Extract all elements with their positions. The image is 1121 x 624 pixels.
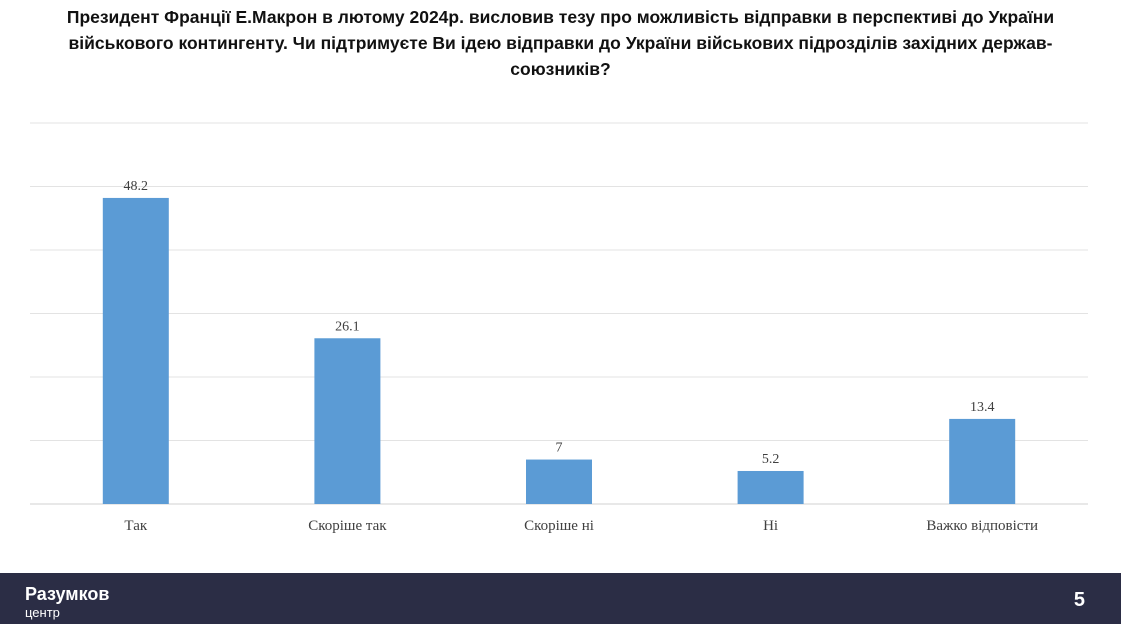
data-label: 48.2 (124, 179, 149, 194)
title-line: військового контингенту. Чи підтримуєте … (68, 33, 1053, 53)
title-line: Президент Франції Е.Макрон в лютому 2024… (66, 7, 1055, 27)
brand-logo-name: Разумков (25, 584, 110, 604)
data-label: 26.1 (335, 319, 360, 334)
data-label: 5.2 (762, 452, 780, 467)
data-label: 7 (556, 441, 563, 456)
bar (102, 197, 169, 504)
page-number: 5 (1073, 589, 1085, 611)
bar (949, 418, 1016, 504)
chart-title: Президент Франції Е.Макрон в лютому 2024… (10, 4, 1111, 82)
title-line: союзників? (510, 59, 611, 79)
brand-logo-subtitle: центр (25, 605, 60, 620)
bar (526, 459, 592, 504)
footer-bar: Разумков центр 5 (0, 573, 1121, 624)
x-tick-label: Скоріше ні (524, 518, 594, 534)
data-label: 13.4 (970, 400, 995, 415)
bar-chart: 48.2 Так 26.1 Скоріше так 7 Скоріше ні 5.2 Ні 13… (30, 122, 1088, 534)
x-tick-label: Важко відповісти (926, 518, 1038, 534)
x-tick-label: Скоріше так (308, 518, 387, 534)
bar (737, 470, 804, 504)
x-tick-label: Так (124, 518, 147, 534)
x-tick-label: Ні (763, 518, 778, 534)
bar (314, 338, 381, 504)
